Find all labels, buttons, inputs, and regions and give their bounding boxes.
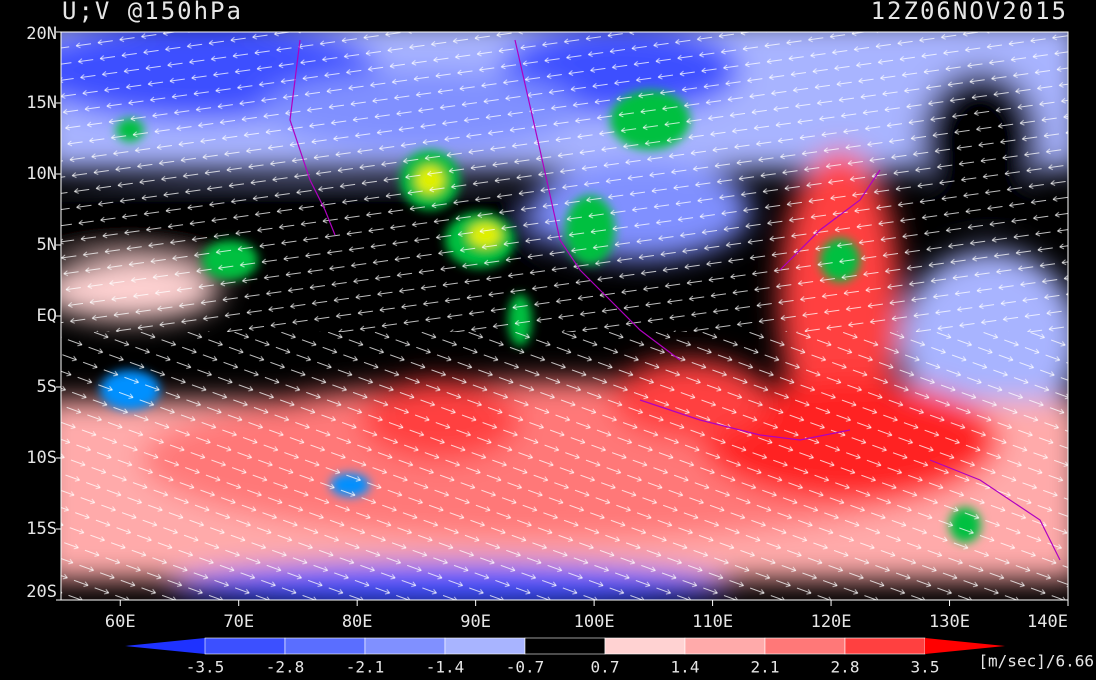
colorbar-units: [m/sec]/6.66 (978, 652, 1094, 671)
colorbar-label: -2.8 (266, 658, 305, 677)
colorbar-segment (444, 637, 526, 655)
coastlines (289, 39, 1061, 561)
colorbar-segment (604, 637, 686, 655)
x-tick-label: 90E (460, 612, 491, 632)
colorbar-segment (844, 637, 926, 655)
y-tick-label: 5S (37, 377, 57, 397)
colorbar-label: 1.4 (671, 658, 700, 677)
colorbar-label: 2.8 (831, 658, 860, 677)
colorbar-label: 3.5 (911, 658, 940, 677)
x-tick-label: 60E (105, 612, 136, 632)
colorbar-segment (364, 637, 446, 655)
colorbar-segment (764, 637, 846, 655)
x-tick-label: 80E (342, 612, 373, 632)
wind-vectors (61, 32, 1068, 332)
wind-map (61, 32, 1068, 600)
y-tick-label: 20N (26, 24, 57, 44)
x-tick-label: 70E (223, 612, 254, 632)
colorbar-label: -0.7 (506, 658, 545, 677)
x-tick-label: 130E (929, 612, 970, 632)
colorbar-label: -2.1 (346, 658, 385, 677)
colorbar-segment (524, 637, 606, 655)
colorbar-extend-low (125, 638, 205, 654)
map-title: U;V @150hPa (62, 0, 243, 25)
colorbar-label: -1.4 (426, 658, 465, 677)
colorbar-label: 2.1 (751, 658, 780, 677)
colorbar-segment (684, 637, 766, 655)
colorbar-extend-high (925, 638, 1005, 654)
x-tick-label: 110E (692, 612, 733, 632)
x-tick-label: 120E (811, 612, 852, 632)
y-tick-label: 20S (26, 582, 57, 602)
y-tick-label: 15S (26, 519, 57, 539)
wind-vectors (61, 332, 1068, 600)
y-tick-label: 10N (26, 164, 57, 184)
colorbar-label: -3.5 (186, 658, 225, 677)
y-tick-label: EQ (37, 306, 57, 326)
x-tick-label: 140E (1027, 612, 1068, 632)
y-tick-label: 5N (37, 235, 57, 255)
y-tick-label: 10S (26, 448, 57, 468)
colorbar-label: 0.7 (591, 658, 620, 677)
valid-time: 12Z06NOV2015 (871, 0, 1068, 25)
y-tick-label: 15N (26, 93, 57, 113)
colorbar-segment (204, 637, 286, 655)
colorbar-segment (284, 637, 366, 655)
x-tick-label: 100E (574, 612, 615, 632)
